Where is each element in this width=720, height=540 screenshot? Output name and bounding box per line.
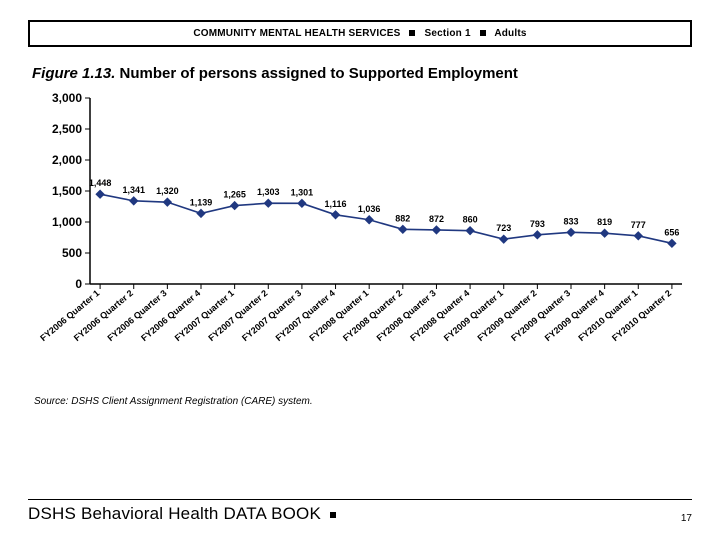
svg-text:723: 723 bbox=[496, 223, 511, 233]
svg-text:882: 882 bbox=[395, 213, 410, 223]
footer-rule bbox=[28, 499, 692, 500]
page-number: 17 bbox=[681, 513, 692, 524]
svg-text:0: 0 bbox=[75, 277, 82, 291]
svg-text:500: 500 bbox=[62, 246, 82, 260]
svg-text:793: 793 bbox=[530, 219, 545, 229]
svg-text:FY2007 Quarter 3: FY2007 Quarter 3 bbox=[240, 288, 303, 343]
svg-text:FY2008 Quarter 4: FY2008 Quarter 4 bbox=[408, 288, 471, 343]
svg-text:872: 872 bbox=[429, 214, 444, 224]
svg-text:1,000: 1,000 bbox=[52, 215, 82, 229]
chart: 0 500 1,000 1,500 2,000 2,500 3,000 1,448 1,341 1… bbox=[28, 90, 688, 390]
svg-text:860: 860 bbox=[463, 215, 478, 225]
svg-text:FY2010 Quarter 1: FY2010 Quarter 1 bbox=[576, 288, 639, 343]
svg-text:FY2006 Quarter 2: FY2006 Quarter 2 bbox=[72, 288, 135, 343]
figure-title: Figure 1.13. Number of persons assigned … bbox=[32, 65, 692, 82]
figure-title-text: Number of persons assigned to Supported … bbox=[120, 65, 518, 82]
source-line: Source: DSHS Client Assignment Registrat… bbox=[34, 396, 692, 407]
svg-text:1,303: 1,303 bbox=[257, 187, 280, 197]
svg-text:FY2007 Quarter 4: FY2007 Quarter 4 bbox=[274, 288, 337, 343]
svg-text:FY2006 Quarter 1: FY2006 Quarter 1 bbox=[38, 288, 101, 343]
svg-text:FY2007 Quarter 2: FY2007 Quarter 2 bbox=[206, 288, 269, 343]
svg-text:FY2006 Quarter 3: FY2006 Quarter 3 bbox=[105, 288, 168, 343]
svg-text:656: 656 bbox=[664, 227, 679, 237]
separator-square bbox=[409, 30, 415, 36]
header-text-2: Section 1 bbox=[424, 28, 470, 39]
svg-text:2,000: 2,000 bbox=[52, 153, 82, 167]
source-text: DSHS Client Assignment Registration (CAR… bbox=[71, 396, 312, 407]
svg-text:1,265: 1,265 bbox=[223, 190, 246, 200]
svg-text:FY2009 Quarter 3: FY2009 Quarter 3 bbox=[509, 288, 572, 343]
svg-text:1,448: 1,448 bbox=[89, 178, 112, 188]
svg-text:FY2009 Quarter 1: FY2009 Quarter 1 bbox=[442, 288, 505, 343]
svg-text:3,000: 3,000 bbox=[52, 91, 82, 105]
svg-text:1,139: 1,139 bbox=[190, 197, 213, 207]
svg-text:FY2006 Quarter 4: FY2006 Quarter 4 bbox=[139, 288, 202, 343]
separator-square bbox=[480, 30, 486, 36]
svg-text:2,500: 2,500 bbox=[52, 122, 82, 136]
svg-text:FY2009 Quarter 2: FY2009 Quarter 2 bbox=[475, 288, 538, 343]
svg-text:833: 833 bbox=[563, 216, 578, 226]
svg-text:FY2007 Quarter 1: FY2007 Quarter 1 bbox=[173, 288, 236, 343]
chart-svg: 0 500 1,000 1,500 2,000 2,500 3,000 1,448 1,341 1… bbox=[28, 90, 688, 390]
svg-text:1,500: 1,500 bbox=[52, 184, 82, 198]
svg-text:1,320: 1,320 bbox=[156, 186, 179, 196]
svg-text:FY2008 Quarter 3: FY2008 Quarter 3 bbox=[375, 288, 438, 343]
svg-text:1,341: 1,341 bbox=[122, 185, 145, 195]
header-box: COMMUNITY MENTAL HEALTH SERVICES Section… bbox=[28, 20, 692, 47]
header-text-3: Adults bbox=[494, 28, 526, 39]
svg-text:819: 819 bbox=[597, 217, 612, 227]
svg-text:FY2008 Quarter 1: FY2008 Quarter 1 bbox=[307, 288, 370, 343]
footer-title-text: DSHS Behavioral Health DATA BOOK bbox=[28, 504, 321, 523]
header-text-1: COMMUNITY MENTAL HEALTH SERVICES bbox=[193, 28, 400, 39]
svg-text:FY2010 Quarter 2: FY2010 Quarter 2 bbox=[610, 288, 673, 343]
svg-text:FY2009 Quarter 4: FY2009 Quarter 4 bbox=[543, 288, 606, 343]
svg-text:FY2008 Quarter 2: FY2008 Quarter 2 bbox=[341, 288, 404, 343]
svg-text:1,116: 1,116 bbox=[325, 199, 347, 209]
footer-title: DSHS Behavioral Health DATA BOOK bbox=[28, 504, 336, 524]
footer: DSHS Behavioral Health DATA BOOK 17 bbox=[28, 499, 692, 524]
figure-label: Figure 1.13. bbox=[32, 65, 115, 82]
svg-text:777: 777 bbox=[631, 220, 646, 230]
footer-dot bbox=[330, 512, 336, 518]
source-label: Source: bbox=[34, 396, 68, 407]
svg-text:1,036: 1,036 bbox=[358, 204, 381, 214]
svg-text:1,301: 1,301 bbox=[291, 187, 314, 197]
